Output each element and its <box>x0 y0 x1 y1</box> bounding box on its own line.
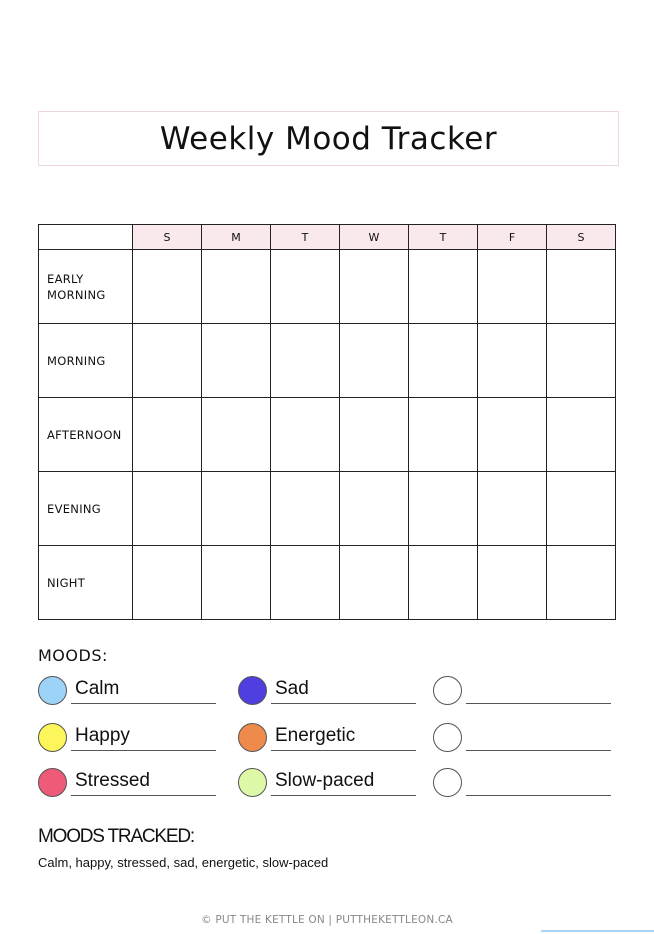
moods-tracked-text: Calm, happy, stressed, sad, energetic, s… <box>38 855 329 870</box>
mood-color-circle[interactable] <box>38 723 67 752</box>
mood-color-circle[interactable] <box>433 723 462 752</box>
mood-item: Happy <box>38 723 218 757</box>
mood-cell[interactable] <box>339 471 409 546</box>
mood-cell[interactable] <box>132 249 202 324</box>
mood-cell[interactable] <box>201 323 271 398</box>
mood-cell[interactable] <box>132 323 202 398</box>
mood-cell[interactable] <box>546 471 616 546</box>
mood-color-circle[interactable] <box>238 723 267 752</box>
mood-cell[interactable] <box>408 545 478 620</box>
mood-item: Stressed <box>38 768 218 802</box>
mood-write-line[interactable] <box>466 703 611 704</box>
day-header: F <box>477 224 547 250</box>
mood-name: Stressed <box>75 770 150 791</box>
time-label: AFTERNOON <box>38 397 133 472</box>
moods-tracked-heading: MOODS TRACKED: <box>38 826 195 847</box>
mood-cell[interactable] <box>408 471 478 546</box>
mood-cell[interactable] <box>270 323 340 398</box>
mood-cell[interactable] <box>339 249 409 324</box>
moods-heading: MOODS: <box>38 646 108 665</box>
mood-color-circle[interactable] <box>238 768 267 797</box>
mood-cell[interactable] <box>477 545 547 620</box>
mood-cell[interactable] <box>339 323 409 398</box>
day-header: T <box>408 224 478 250</box>
mood-item: Slow-paced <box>238 768 418 802</box>
mood-name: Calm <box>75 678 120 699</box>
mood-cell[interactable] <box>477 397 547 472</box>
time-label: EARLY MORNING <box>38 249 133 324</box>
mood-write-line[interactable] <box>271 795 416 796</box>
mood-cell[interactable] <box>201 471 271 546</box>
mood-write-line[interactable] <box>271 703 416 704</box>
corner-cell <box>38 224 133 250</box>
mood-write-line[interactable] <box>466 795 611 796</box>
decorative-line <box>541 930 654 932</box>
mood-write-line[interactable] <box>271 750 416 751</box>
mood-cell[interactable] <box>339 397 409 472</box>
time-row: NIGHT <box>38 545 616 620</box>
mood-cell[interactable] <box>546 545 616 620</box>
mood-cell[interactable] <box>132 471 202 546</box>
time-row: EVENING <box>38 471 616 546</box>
mood-cell[interactable] <box>270 397 340 472</box>
time-row: AFTERNOON <box>38 397 616 472</box>
mood-cell[interactable] <box>132 397 202 472</box>
mood-cell[interactable] <box>408 397 478 472</box>
mood-name: Happy <box>75 725 130 746</box>
time-row: EARLY MORNING <box>38 249 616 324</box>
day-header: T <box>270 224 340 250</box>
mood-cell[interactable] <box>408 249 478 324</box>
mood-cell[interactable] <box>270 471 340 546</box>
mood-cell[interactable] <box>546 397 616 472</box>
mood-cell[interactable] <box>201 397 271 472</box>
mood-write-line[interactable] <box>71 703 216 704</box>
mood-cell[interactable] <box>546 323 616 398</box>
mood-name: Slow-paced <box>275 770 375 791</box>
day-header: S <box>546 224 616 250</box>
mood-color-circle[interactable] <box>38 768 67 797</box>
time-label: EVENING <box>38 471 133 546</box>
mood-item <box>433 768 613 802</box>
mood-item: Sad <box>238 676 418 710</box>
mood-write-line[interactable] <box>71 750 216 751</box>
mood-cell[interactable] <box>408 323 478 398</box>
mood-item: Calm <box>38 676 218 710</box>
mood-cell[interactable] <box>201 249 271 324</box>
mood-item <box>433 676 613 710</box>
mood-cell[interactable] <box>201 545 271 620</box>
day-header: S <box>132 224 202 250</box>
mood-write-line[interactable] <box>71 795 216 796</box>
footer-credit: © PUT THE KETTLE ON | PUTTHEKETTLEON.CA <box>201 914 453 926</box>
mood-write-line[interactable] <box>466 750 611 751</box>
mood-color-circle[interactable] <box>38 676 67 705</box>
mood-cell[interactable] <box>477 323 547 398</box>
day-header: W <box>339 224 409 250</box>
mood-cell[interactable] <box>270 249 340 324</box>
mood-cell[interactable] <box>339 545 409 620</box>
mood-color-circle[interactable] <box>238 676 267 705</box>
time-label: MORNING <box>38 323 133 398</box>
page-title: Weekly Mood Tracker <box>159 120 498 157</box>
time-row: MORNING <box>38 323 616 398</box>
mood-item <box>433 723 613 757</box>
mood-cell[interactable] <box>270 545 340 620</box>
mood-name: Sad <box>275 678 309 699</box>
mood-cell[interactable] <box>132 545 202 620</box>
mood-color-circle[interactable] <box>433 768 462 797</box>
mood-cell[interactable] <box>477 249 547 324</box>
mood-cell[interactable] <box>546 249 616 324</box>
title-box: Weekly Mood Tracker <box>38 111 619 166</box>
mood-name: Energetic <box>275 725 356 746</box>
mood-cell[interactable] <box>477 471 547 546</box>
day-header: M <box>201 224 271 250</box>
mood-item: Energetic <box>238 723 418 757</box>
mood-color-circle[interactable] <box>433 676 462 705</box>
time-label: NIGHT <box>38 545 133 620</box>
